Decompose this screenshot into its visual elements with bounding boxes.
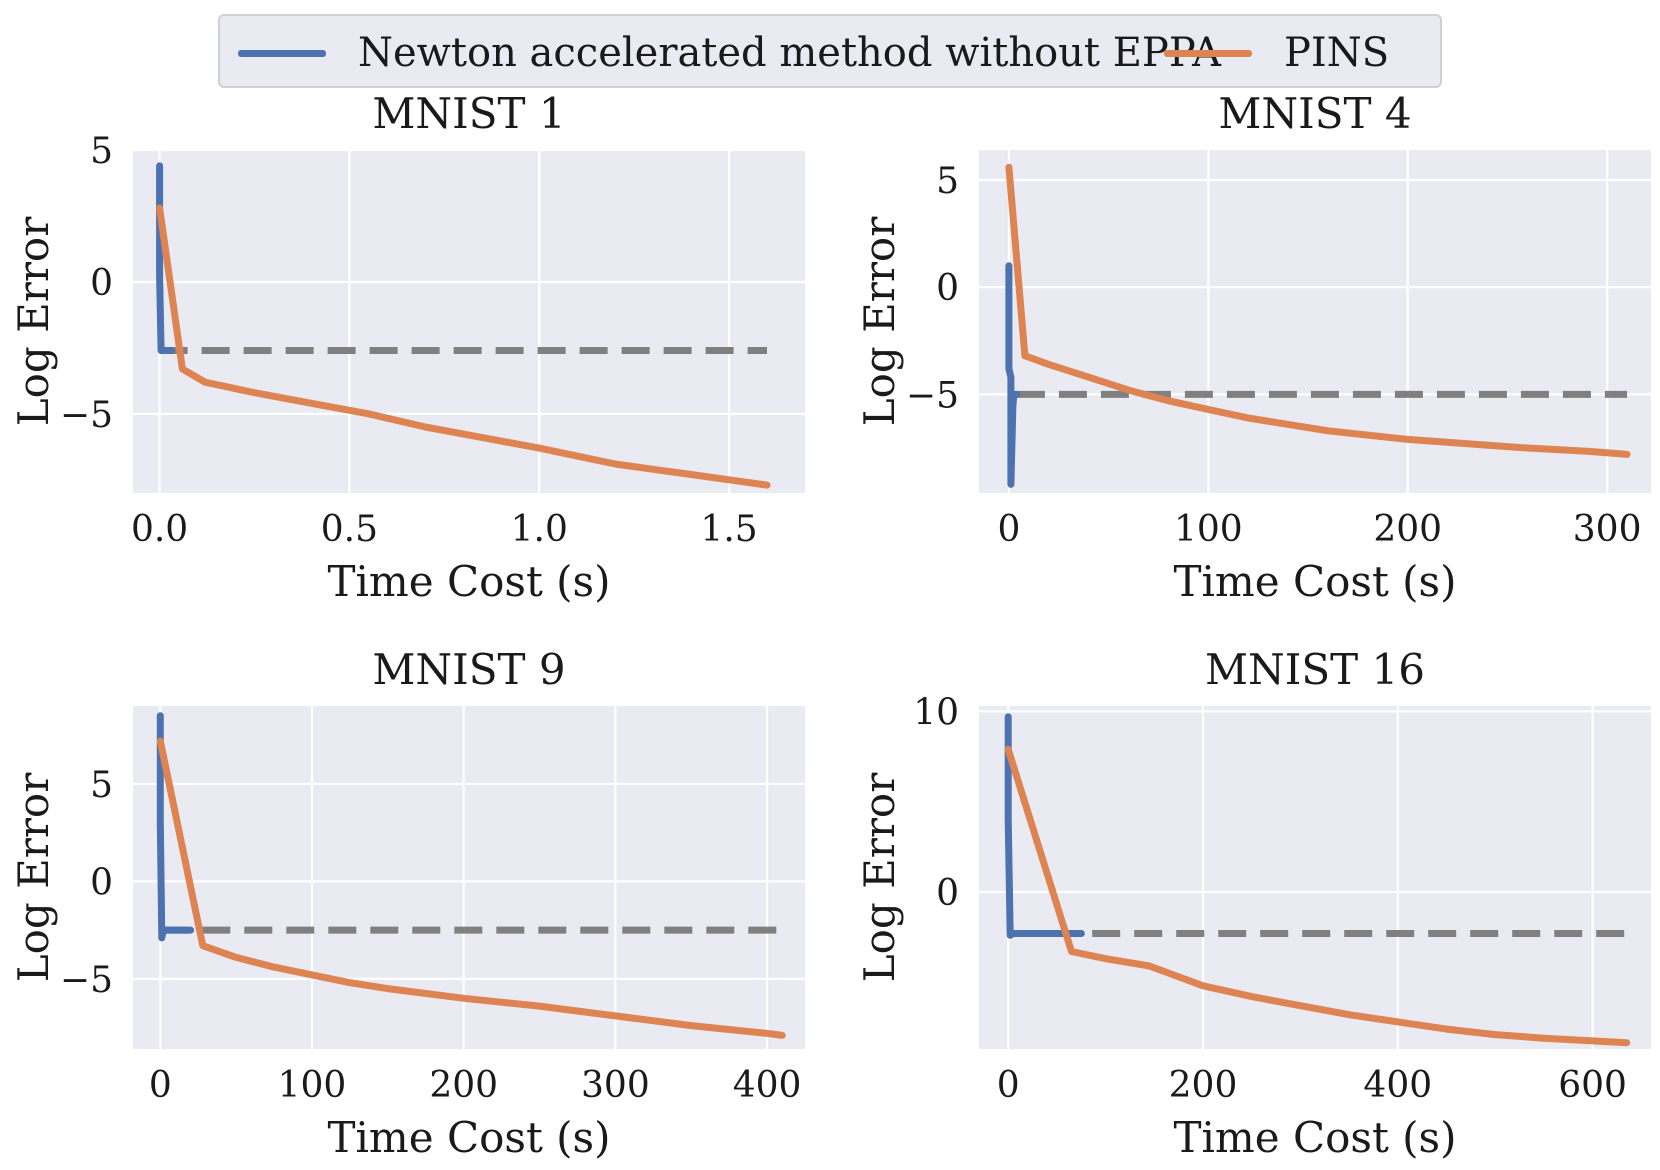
y-tick-label: 5 (90, 131, 113, 172)
y-tick-label: 5 (90, 765, 113, 806)
x-tick-label: 400 (1363, 1065, 1432, 1106)
legend: Newton accelerated method without EPPA P… (218, 14, 1442, 88)
y-axis-label: Log Error (9, 772, 58, 983)
series-line-pins (1004, 745, 1631, 1047)
x-axis-label: Time Cost (s) (1173, 1113, 1456, 1162)
x-axis-label: Time Cost (s) (327, 1113, 610, 1162)
x-tick-label: 100 (278, 1065, 347, 1106)
series-line-pins (156, 204, 771, 489)
series-line-pins (156, 737, 786, 1039)
legend-item-pins: PINS (1164, 16, 1389, 90)
series-line-newton (1005, 262, 1021, 488)
x-tick-label: 600 (1558, 1065, 1627, 1106)
chart-panel-4: 0 200 400 600 0 10 MNIST 16 Time Cost (s) Log Er… (855, 645, 1651, 1162)
plot-area (133, 706, 805, 1049)
x-tick-label: 0 (997, 509, 1020, 550)
series-line-newton (156, 712, 195, 942)
y-tick-label: 0 (936, 268, 959, 309)
y-tick-label: 0 (936, 873, 959, 914)
chart-panel-2: 0 100 200 300 −5 0 5 MNIST 4 Time Cost (s) Log Er… (855, 89, 1651, 606)
y-tick-label: 5 (936, 161, 959, 202)
chart-title: MNIST 16 (1205, 645, 1425, 694)
x-tick-label: 0.5 (321, 509, 378, 550)
x-tick-label: 0 (997, 1065, 1020, 1106)
x-tick-label: 0 (149, 1065, 172, 1106)
y-tick-label: 0 (90, 862, 113, 903)
x-tick-label: 0.0 (131, 509, 188, 550)
y-tick-label: −5 (906, 375, 959, 416)
x-tick-label: 400 (733, 1065, 802, 1106)
y-axis-label: Log Error (855, 772, 904, 983)
y-tick-label: 10 (913, 692, 959, 733)
x-tick-label: 1.0 (511, 509, 568, 550)
x-axis-label: Time Cost (s) (327, 557, 610, 606)
x-tick-label: 200 (1373, 509, 1442, 550)
plot-area (979, 706, 1651, 1049)
x-axis-label: Time Cost (s) (1173, 557, 1456, 606)
y-tick-label: −5 (60, 960, 113, 1001)
legend-label-newton: Newton accelerated method without EPPA (358, 30, 1221, 76)
y-axis-label: Log Error (855, 216, 904, 427)
x-tick-label: 200 (429, 1065, 498, 1106)
legend-swatch-newton (238, 49, 326, 57)
x-tick-label: 200 (1169, 1065, 1238, 1106)
x-tick-label: 1.5 (700, 509, 757, 550)
chart-title: MNIST 4 (1218, 89, 1411, 138)
y-tick-label: 0 (90, 263, 113, 304)
chart-title: MNIST 9 (372, 645, 565, 694)
legend-label-pins: PINS (1284, 30, 1390, 76)
chart-title: MNIST 1 (372, 89, 565, 138)
chart-panel-3: 0 100 200 300 400 −5 0 5 MNIST 9 Time Cost (s) Log… (9, 645, 805, 1162)
plot-area (133, 150, 805, 493)
x-tick-label: 100 (1174, 509, 1243, 550)
plot-area (979, 150, 1651, 493)
x-tick-label: 300 (1573, 509, 1642, 550)
series-line-newton (1004, 713, 1085, 939)
legend-swatch-pins (1164, 49, 1252, 57)
y-tick-label: −5 (60, 395, 113, 436)
chart-panel-1: 0.0 0.5 1.0 1.5 −5 0 5 MNIST 1 Time Cost (s) Log … (9, 89, 805, 606)
x-tick-label: 300 (581, 1065, 650, 1106)
y-axis-label: Log Error (9, 216, 58, 427)
series-line-pins (1005, 163, 1631, 458)
legend-item-newton: Newton accelerated method without EPPA (238, 16, 1221, 90)
series-line-newton (156, 162, 175, 354)
